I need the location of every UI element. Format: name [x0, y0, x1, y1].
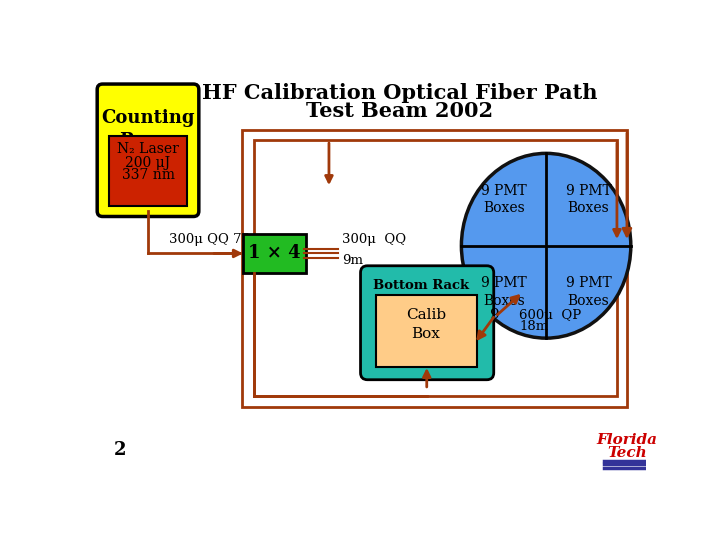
- Text: N₂ Laser: N₂ Laser: [117, 142, 179, 156]
- Text: Test Beam 2002: Test Beam 2002: [306, 101, 493, 121]
- FancyBboxPatch shape: [361, 266, 494, 380]
- Text: HF Calibration Optical Fiber Path: HF Calibration Optical Fiber Path: [202, 83, 598, 103]
- Text: 300μ  QQ: 300μ QQ: [342, 233, 406, 246]
- Text: Box: Box: [412, 327, 441, 341]
- FancyBboxPatch shape: [97, 84, 199, 217]
- FancyBboxPatch shape: [243, 234, 306, 273]
- Text: 2: 2: [113, 441, 126, 459]
- Text: Tech: Tech: [607, 446, 647, 460]
- Text: 9 PMT
Boxes: 9 PMT Boxes: [566, 184, 611, 215]
- Text: 9: 9: [490, 308, 500, 322]
- Text: 600μ  QP: 600μ QP: [519, 308, 582, 321]
- Text: Counting
Room: Counting Room: [102, 110, 194, 150]
- Text: 18m: 18m: [519, 320, 549, 333]
- Text: Calib: Calib: [406, 308, 446, 322]
- Text: 1 × 4: 1 × 4: [248, 245, 301, 262]
- Ellipse shape: [462, 153, 631, 338]
- Text: 200 μJ: 200 μJ: [125, 156, 171, 170]
- Text: 9 PMT
Boxes: 9 PMT Boxes: [481, 276, 526, 308]
- Text: 300μ QQ 75m: 300μ QQ 75m: [168, 233, 262, 246]
- FancyBboxPatch shape: [376, 295, 477, 367]
- Text: 9m: 9m: [342, 254, 363, 267]
- Text: Bottom Rack: Bottom Rack: [373, 279, 469, 292]
- Text: 9 PMT
Boxes: 9 PMT Boxes: [566, 276, 611, 308]
- Text: Florida: Florida: [596, 434, 657, 448]
- Text: 9 PMT
Boxes: 9 PMT Boxes: [481, 184, 526, 215]
- FancyBboxPatch shape: [109, 136, 187, 206]
- Text: 337 nm: 337 nm: [122, 168, 174, 182]
